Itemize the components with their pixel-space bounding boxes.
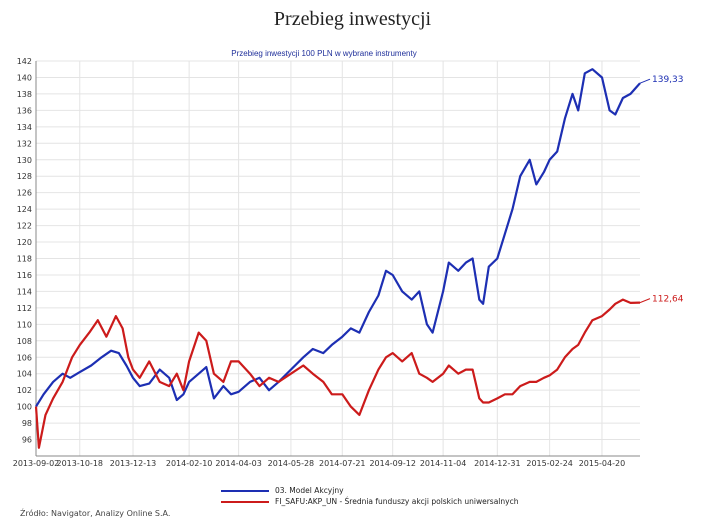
page-title: Przebieg inwestycji — [273, 8, 432, 30]
grid-layer — [35, 60, 640, 457]
y-tick-label: 114 — [17, 287, 32, 296]
y-tick-label: 104 — [17, 370, 32, 379]
end-label-leader — [639, 78, 651, 84]
legend: 03. Model Akcyjny FI_SAFU:AKP_UN - Średn… — [221, 485, 518, 507]
source-note: Źródło: Navigator, Analizy Online S.A. — [20, 509, 171, 518]
y-tick-label: 100 — [17, 403, 32, 412]
series-line-0 — [35, 68, 641, 408]
label-layer: 96 98 100 102 104 106 108 110 112 114 116 118 120 122… — [13, 57, 684, 468]
y-tick-label: 120 — [17, 238, 32, 247]
x-tick-label: 2014-04-03 — [215, 459, 262, 468]
x-tick-label: 2013-09-02 — [13, 459, 60, 468]
x-tick-label: 2014-05-28 — [268, 459, 315, 468]
legend-entry-average: FI_SAFU:AKP_UN - Średnia funduszy akcji … — [221, 496, 518, 507]
y-tick-label: 142 — [17, 57, 32, 66]
y-tick-label: 112 — [17, 304, 32, 313]
y-tick-label: 124 — [17, 205, 32, 214]
y-tick-label: 98 — [22, 419, 32, 428]
y-tick-label: 140 — [17, 73, 32, 82]
y-tick-label: 110 — [17, 320, 32, 329]
x-tick-label: 2014-11-04 — [420, 459, 467, 468]
y-tick-label: 136 — [17, 106, 32, 115]
x-tick-label: 2015-02-24 — [526, 459, 573, 468]
y-tick-label: 102 — [17, 386, 32, 395]
series-layer — [34, 68, 651, 449]
legend-swatch-red — [221, 500, 269, 503]
legend-label: 03. Model Akcyjny — [275, 486, 344, 495]
x-tick-label: 2014-02-10 — [166, 459, 213, 468]
end-label-leader — [639, 298, 651, 304]
legend-entry-model: 03. Model Akcyjny — [221, 485, 518, 496]
y-tick-label: 132 — [17, 139, 32, 148]
y-tick-label: 108 — [17, 337, 32, 346]
y-tick-label: 118 — [17, 255, 32, 264]
legend-label: FI_SAFU:AKP_UN - Średnia funduszy akcji … — [275, 497, 519, 506]
chart-subtitle: Przebieg inwestycji 100 PLN w wybrane in… — [231, 49, 416, 58]
x-tick-label: 2014-12-31 — [474, 459, 521, 468]
x-tick-label: 2013-12-13 — [110, 459, 157, 468]
y-tick-label: 128 — [17, 172, 32, 181]
series-line-1 — [34, 298, 641, 449]
series-end-label: 112,64 — [652, 295, 684, 305]
x-tick-label: 2015-04-20 — [579, 459, 626, 468]
x-tick-label: 2013-10-18 — [57, 459, 104, 468]
x-tick-label: 2014-09-12 — [369, 459, 416, 468]
legend-swatch-blue — [221, 489, 269, 492]
series-end-label: 139,33 — [652, 75, 684, 85]
y-tick-label: 138 — [17, 90, 32, 99]
y-tick-label: 116 — [17, 271, 32, 280]
y-tick-label: 122 — [17, 222, 32, 231]
y-tick-label: 106 — [17, 353, 32, 362]
y-tick-label: 134 — [17, 123, 32, 132]
y-tick-label: 126 — [17, 189, 32, 198]
y-tick-label: 96 — [22, 436, 32, 445]
x-tick-label: 2014-07-21 — [319, 459, 366, 468]
y-tick-label: 130 — [17, 156, 32, 165]
